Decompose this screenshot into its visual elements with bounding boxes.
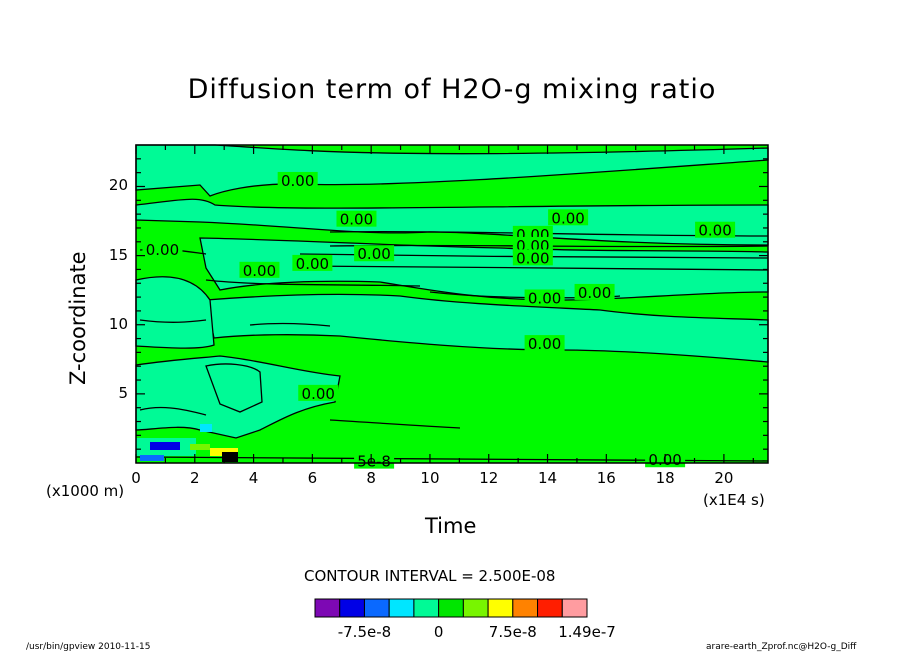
contour-cell <box>150 442 180 450</box>
contour-label: 0.00 <box>296 255 329 273</box>
contour-cell <box>190 444 210 450</box>
x-tick-label: 6 <box>307 469 318 487</box>
colorbar <box>314 598 588 618</box>
axes <box>135 144 769 464</box>
x-tick-label: 14 <box>537 469 558 487</box>
y-tick-label: 10 <box>108 314 128 333</box>
contour-label: 0.00 <box>243 262 276 280</box>
x-tick-label: 8 <box>366 469 376 487</box>
contour-interval-text: CONTOUR INTERVAL = 2.500E-08 <box>304 567 556 585</box>
contour-label: 5e-8 <box>357 453 391 471</box>
colorbar-cell <box>462 598 489 618</box>
contour-label-bg <box>512 249 553 266</box>
x-axis-unit: (x1E4 s) <box>703 491 765 509</box>
footer-left: /usr/bin/gpview 2010-11-15 <box>26 642 151 652</box>
contour-label-bg <box>142 241 183 258</box>
contour-label-bg <box>524 335 565 352</box>
contour-label: 0.00 <box>302 385 335 403</box>
contour-label: 0.00 <box>698 222 731 240</box>
x-tick-label: 18 <box>655 469 675 487</box>
contour-label-bg <box>292 254 333 271</box>
contour-label: 0.00 <box>551 209 584 227</box>
plot-area: 0.00 0.00 0.00 0.00 0.00 0.00 0.00 0.00 0.00 0.00… <box>135 144 769 471</box>
contour-label-bg <box>512 236 553 253</box>
y-tick-label: 15 <box>108 245 128 264</box>
x-tick-label: 16 <box>596 469 616 487</box>
contour-line <box>299 265 769 271</box>
x-tick-label: 2 <box>190 469 200 487</box>
contour-label: 0.00 <box>528 289 561 307</box>
contour-label: 0.00 <box>340 211 373 229</box>
colorbar-label: 0 <box>433 623 444 641</box>
colorbar-cell <box>438 598 464 618</box>
x-tick-label: 0 <box>131 469 141 487</box>
x-tick-label: 10 <box>420 469 440 487</box>
contour-cell <box>140 455 164 461</box>
contour-line <box>205 279 421 287</box>
contour-label-bg <box>548 209 589 226</box>
contour-label: 0.00 <box>146 241 179 259</box>
contour-band <box>205 363 263 413</box>
contour-label-bg <box>354 452 395 469</box>
colorbar-cell <box>388 598 415 618</box>
colorbar-cell <box>512 598 539 618</box>
contour-cell <box>200 424 212 432</box>
x-tick-label: 20 <box>714 469 734 487</box>
contour-line <box>249 322 331 327</box>
colorbar-cell <box>413 598 440 618</box>
contour-label-bg <box>277 171 318 188</box>
contour-line <box>139 319 207 323</box>
colorbar-cell <box>561 598 588 618</box>
y-tick-label: 5 <box>118 383 128 402</box>
x-tick-label: 12 <box>479 469 499 487</box>
y-tick-label: 20 <box>108 176 128 195</box>
contour-label-bg <box>239 261 280 278</box>
colorbar-cell <box>314 598 341 618</box>
contour-label-bg <box>574 283 615 300</box>
y-axis-label: Z-coordinate <box>66 251 90 385</box>
contour-label-bg <box>298 384 339 401</box>
contour-line <box>329 419 461 429</box>
footer-right: arare-earth_Zprof.nc@H2O-g_Diff <box>706 642 857 652</box>
x-tick-label: 4 <box>248 469 259 487</box>
contour-label-bg <box>336 210 377 227</box>
contour-label: 0.00 <box>528 335 561 353</box>
chart-title: Diffusion term of H2O-g mixing ratio <box>187 74 717 105</box>
colorbar-cell <box>537 598 563 618</box>
colorbar-label: 7.5e-8 <box>488 623 537 641</box>
y-axis-unit: (x1000 m) <box>46 482 125 500</box>
plot-frame <box>135 144 769 464</box>
contour-line <box>139 406 207 416</box>
x-axis-label: Time <box>425 514 477 538</box>
colorbar-label: -7.5e-8 <box>337 623 392 641</box>
contour-label-bg <box>354 245 395 262</box>
contour-label-bg <box>695 221 736 238</box>
colorbar-cell <box>487 598 514 618</box>
contour-label: 0.00 <box>281 172 314 190</box>
colorbar-label: 1.49e-7 <box>558 623 616 641</box>
contour-label: 0.00 <box>578 284 611 302</box>
contour-label-bg <box>524 289 565 306</box>
contour-label: 0.00 <box>357 245 390 263</box>
contour-cell <box>222 452 238 462</box>
contour-label: 0.00 <box>516 249 549 267</box>
colorbar-cell <box>363 598 390 618</box>
colorbar-cell <box>339 598 365 618</box>
contour-band <box>135 276 215 349</box>
